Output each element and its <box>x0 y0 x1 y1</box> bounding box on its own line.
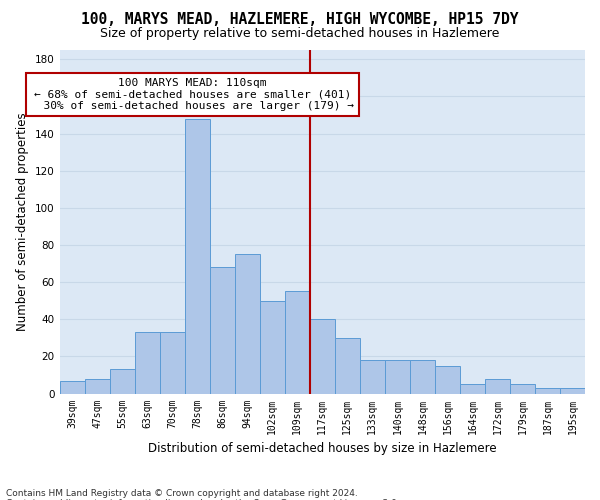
Bar <box>235 254 260 394</box>
Bar <box>335 338 360 394</box>
Text: Contains HM Land Registry data © Crown copyright and database right 2024.: Contains HM Land Registry data © Crown c… <box>6 488 358 498</box>
Bar <box>435 366 460 394</box>
Bar <box>210 268 235 394</box>
Text: 100, MARYS MEAD, HAZLEMERE, HIGH WYCOMBE, HP15 7DY: 100, MARYS MEAD, HAZLEMERE, HIGH WYCOMBE… <box>81 12 519 28</box>
Bar <box>560 388 585 394</box>
Bar <box>460 384 485 394</box>
Bar <box>85 378 110 394</box>
Bar <box>59 380 85 394</box>
Y-axis label: Number of semi-detached properties: Number of semi-detached properties <box>16 112 29 331</box>
Bar <box>485 378 510 394</box>
Bar <box>160 332 185 394</box>
Bar <box>310 320 335 394</box>
Text: Size of property relative to semi-detached houses in Hazlemere: Size of property relative to semi-detach… <box>100 28 500 40</box>
Text: Contains public sector information licensed under the Open Government Licence v3: Contains public sector information licen… <box>6 498 400 500</box>
Bar <box>385 360 410 394</box>
Text: 100 MARYS MEAD: 110sqm
← 68% of semi-detached houses are smaller (401)
  30% of : 100 MARYS MEAD: 110sqm ← 68% of semi-det… <box>30 78 354 111</box>
Bar <box>110 370 134 394</box>
X-axis label: Distribution of semi-detached houses by size in Hazlemere: Distribution of semi-detached houses by … <box>148 442 497 455</box>
Bar <box>185 118 210 394</box>
Bar <box>510 384 535 394</box>
Bar <box>134 332 160 394</box>
Bar <box>260 300 285 394</box>
Bar <box>285 292 310 394</box>
Bar <box>360 360 385 394</box>
Bar <box>410 360 435 394</box>
Bar <box>535 388 560 394</box>
